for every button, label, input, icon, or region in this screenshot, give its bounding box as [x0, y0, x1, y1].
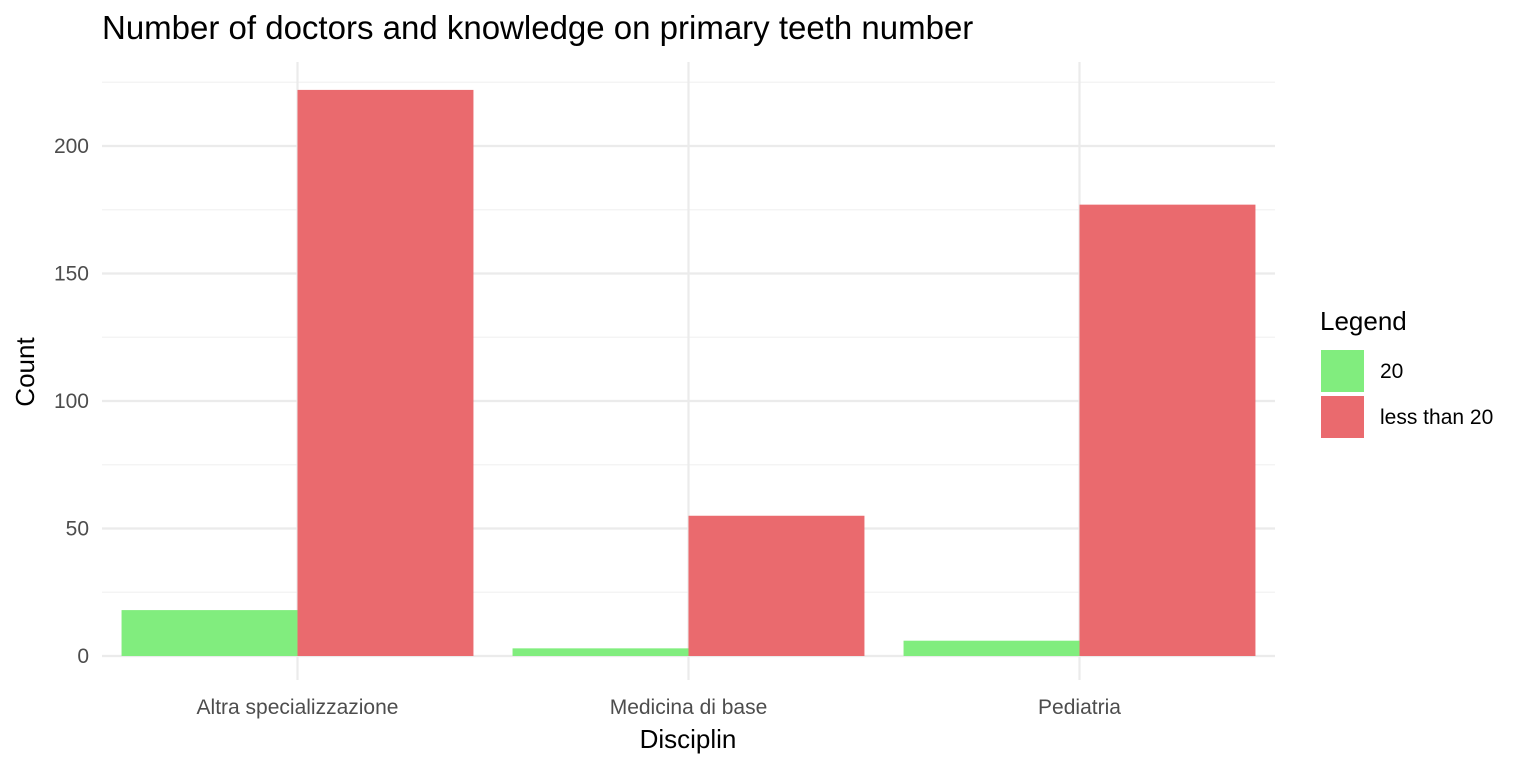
y-axis-title: Count — [10, 337, 40, 407]
x-axis-ticks: Altra specializzazione Medicina di base Pe… — [197, 696, 1122, 719]
bar-altra-specializzazione-series-1 — [297, 89, 474, 656]
x-tick-label: Altra specializzazione — [197, 696, 399, 719]
legend-title: Legend — [1320, 306, 1407, 336]
y-tick-label: 0 — [77, 645, 89, 668]
y-axis-ticks: 0 50 100 150 200 — [54, 135, 89, 668]
bar-medicina-di-base-series-0 — [512, 648, 689, 656]
legend-label: less than 20 — [1380, 406, 1493, 429]
legend-swatch — [1321, 350, 1364, 392]
bar-altra-specializzazione-series-0 — [121, 610, 298, 656]
y-tick-label: 150 — [54, 263, 89, 286]
legend-label: 20 — [1380, 360, 1403, 383]
y-tick-label: 100 — [54, 390, 89, 413]
legend: Legend 20 less than 20 — [1320, 306, 1493, 438]
y-tick-label: 200 — [54, 135, 89, 158]
bar-medicina-di-base-series-1 — [688, 515, 865, 656]
bar-pediatria-series-0 — [903, 640, 1080, 656]
bars — [121, 89, 1256, 656]
bar-pediatria-series-1 — [1079, 204, 1256, 656]
x-tick-label: Medicina di base — [610, 696, 768, 719]
chart-title: Number of doctors and knowledge on prima… — [102, 9, 973, 46]
legend-swatch — [1321, 396, 1364, 438]
legend-items: 20 less than 20 — [1321, 350, 1493, 438]
y-tick-label: 50 — [66, 518, 89, 541]
x-tick-label: Pediatria — [1038, 696, 1121, 719]
x-axis-title: Disciplin — [640, 724, 737, 754]
